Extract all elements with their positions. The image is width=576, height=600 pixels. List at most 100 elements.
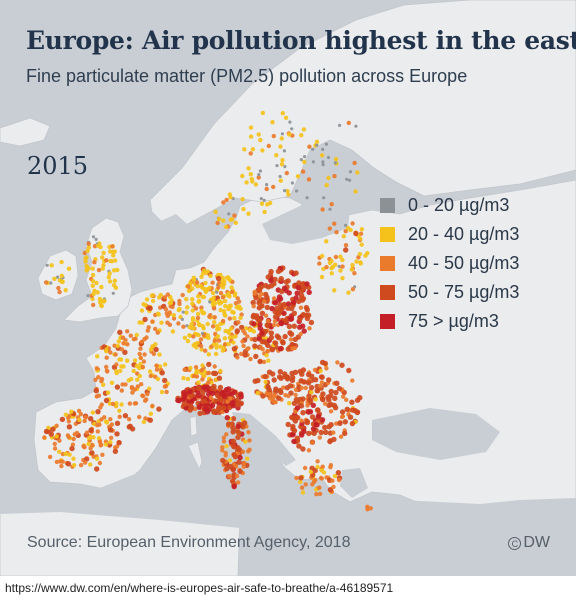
- station-dot: [283, 165, 287, 169]
- station-dot: [255, 390, 260, 396]
- station-dot: [317, 485, 322, 490]
- station-dot: [206, 361, 212, 368]
- station-dot: [112, 249, 118, 254]
- station-dot: [270, 371, 276, 377]
- station-dot: [283, 393, 288, 398]
- station-dot: [135, 377, 140, 382]
- station-dot: [324, 265, 329, 270]
- station-dot: [221, 439, 227, 444]
- station-dot: [129, 426, 136, 432]
- station-dot: [246, 449, 251, 454]
- station-dot: [188, 280, 193, 286]
- station-dot: [107, 271, 112, 276]
- station-dot: [343, 229, 348, 234]
- station-dot: [82, 460, 88, 465]
- station-dot: [126, 417, 132, 422]
- station-dot: [363, 253, 368, 258]
- station-dot: [320, 207, 325, 212]
- station-dot: [252, 336, 258, 343]
- station-dot: [101, 382, 106, 387]
- station-dot: [281, 285, 288, 291]
- station-dot: [272, 340, 279, 346]
- station-dot: [111, 291, 115, 295]
- station-dot: [125, 342, 130, 347]
- station-dot: [359, 227, 365, 232]
- station-dot: [104, 364, 109, 370]
- station-dot: [111, 268, 117, 273]
- station-dot: [112, 448, 119, 454]
- station-dot: [293, 270, 299, 276]
- station-dot: [334, 230, 339, 235]
- station-dot: [65, 461, 72, 467]
- station-dot: [144, 335, 149, 340]
- station-dot: [253, 295, 259, 301]
- station-dot: [95, 423, 100, 428]
- station-dot: [110, 401, 116, 407]
- station-dot: [84, 430, 90, 435]
- station-dot: [225, 275, 230, 280]
- station-dot: [210, 290, 216, 296]
- station-dot: [82, 418, 87, 424]
- station-dot: [91, 235, 96, 239]
- station-dot: [91, 435, 96, 440]
- station-dot: [102, 298, 107, 304]
- station-dot: [291, 427, 298, 434]
- station-dot: [355, 170, 360, 175]
- station-dot: [213, 209, 218, 214]
- station-dot: [158, 292, 163, 298]
- station-dot: [150, 319, 155, 324]
- station-dot: [327, 226, 332, 231]
- station-dot: [294, 290, 300, 296]
- station-dot: [262, 299, 267, 304]
- station-dot: [321, 147, 325, 151]
- station-dot: [312, 377, 319, 383]
- station-dot: [190, 301, 195, 306]
- station-dot: [107, 427, 114, 433]
- station-dot: [286, 290, 292, 296]
- station-dot: [242, 331, 248, 336]
- station-dot: [339, 362, 345, 368]
- station-dot: [141, 359, 147, 364]
- station-dot: [181, 310, 185, 314]
- station-dot: [206, 380, 211, 385]
- station-dot: [63, 412, 68, 417]
- station-dot: [298, 378, 304, 384]
- station-dot: [54, 423, 59, 428]
- station-dot: [259, 201, 265, 206]
- station-dot: [52, 441, 57, 447]
- station-dot: [300, 410, 306, 416]
- north-sea-cutout: [132, 214, 196, 270]
- station-dot: [120, 335, 126, 340]
- station-dot: [199, 305, 204, 310]
- station-dot: [320, 391, 326, 397]
- station-dot: [108, 350, 113, 355]
- station-dot: [89, 450, 95, 456]
- station-dot: [269, 347, 275, 353]
- station-dot: [348, 178, 352, 182]
- station-dot: [122, 349, 128, 355]
- station-dot: [74, 430, 80, 436]
- station-dot: [282, 149, 286, 153]
- station-dot: [248, 356, 253, 362]
- station-dot: [317, 261, 322, 266]
- station-dot: [353, 230, 359, 237]
- station-dot: [319, 274, 325, 280]
- station-dot: [163, 307, 169, 312]
- station-dot: [257, 358, 263, 365]
- station-dot: [122, 413, 129, 419]
- station-dot: [307, 326, 312, 331]
- station-dot: [311, 160, 315, 164]
- station-dot: [275, 164, 279, 168]
- station-dot: [333, 254, 339, 260]
- station-dot: [218, 290, 224, 296]
- station-dot: [299, 158, 303, 162]
- station-dot: [57, 289, 62, 295]
- station-dot: [243, 439, 248, 444]
- station-dot: [215, 290, 219, 294]
- station-dot: [205, 269, 210, 274]
- station-dot: [253, 182, 259, 187]
- station-dot: [238, 315, 243, 320]
- station-dot: [290, 181, 294, 185]
- station-dot: [115, 267, 120, 273]
- station-dot: [113, 352, 118, 357]
